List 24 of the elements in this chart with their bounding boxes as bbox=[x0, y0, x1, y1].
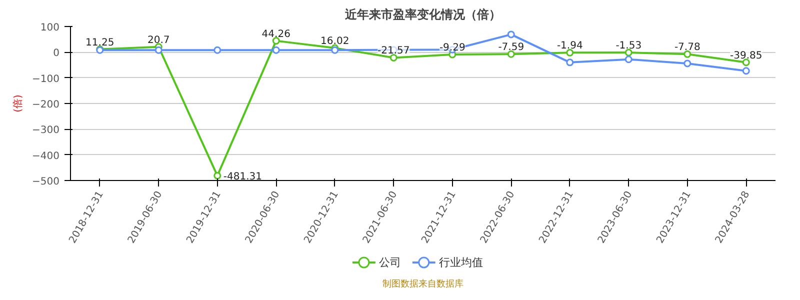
data-label: 20.7 bbox=[147, 34, 170, 46]
y-tick-label: 0 bbox=[53, 48, 60, 60]
data-label: -39.85 bbox=[730, 50, 762, 62]
data-label: 44.26 bbox=[262, 28, 290, 40]
data-label: -9.29 bbox=[439, 42, 466, 54]
legend-label: 公司 bbox=[378, 256, 401, 269]
data-label: -481.31 bbox=[223, 172, 262, 183]
y-tick-label: −400 bbox=[32, 150, 60, 162]
data-label: 11.25 bbox=[86, 37, 114, 48]
chart-title: 近年来市盈率变化情况（倍） bbox=[344, 8, 501, 22]
legend-label: 行业均值 bbox=[438, 256, 483, 269]
data-label: -7.78 bbox=[674, 42, 700, 54]
data-label: -1.53 bbox=[616, 40, 642, 52]
y-tick-label: −500 bbox=[32, 176, 60, 188]
y-tick-label: −100 bbox=[32, 74, 60, 85]
data-label: 16.02 bbox=[320, 36, 350, 48]
y-tick-label: −200 bbox=[32, 100, 60, 110]
y-tick-label: −300 bbox=[32, 125, 60, 136]
data-label: -7.59 bbox=[498, 42, 524, 54]
text: 制图数据来自数据库 bbox=[382, 278, 464, 290]
y-axis-title: (倍) bbox=[12, 94, 24, 112]
data-label: -21.57 bbox=[378, 46, 410, 57]
data-label: -1.94 bbox=[556, 40, 583, 52]
y-tick-label: 100 bbox=[40, 22, 60, 34]
